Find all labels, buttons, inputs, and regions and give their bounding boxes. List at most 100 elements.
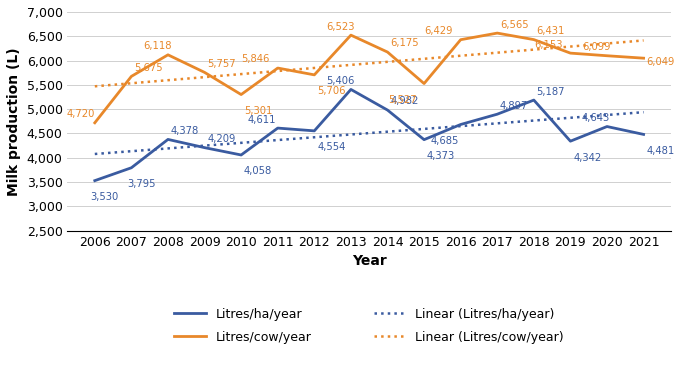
Text: 6,099: 6,099 — [582, 42, 610, 52]
Line: Litres/cow/year: Litres/cow/year — [95, 33, 644, 123]
Linear (Litres/ha/year) — [457, 124, 465, 129]
Text: 4,982: 4,982 — [390, 97, 419, 106]
Linear (Litres/cow/year) — [603, 41, 611, 46]
Linear (Litres/ha/year) — [603, 113, 611, 117]
Litres/ha/year — [530, 98, 538, 102]
Linear (Litres/ha/year) — [237, 141, 245, 145]
Text: 4,611: 4,611 — [247, 115, 275, 124]
Linear (Litres/ha/year) — [640, 110, 648, 115]
Linear (Litres/ha/year) — [493, 121, 501, 126]
Litres/ha/year — [457, 122, 465, 127]
Linear (Litres/ha/year) — [127, 149, 136, 153]
Linear (Litres/cow/year) — [127, 81, 136, 86]
Linear (Litres/ha/year) — [420, 127, 428, 131]
Litres/ha/year — [164, 137, 172, 142]
Line: Linear (Litres/cow/year): Linear (Litres/cow/year) — [95, 40, 644, 86]
Text: 5,301: 5,301 — [244, 106, 273, 116]
Line: Litres/ha/year: Litres/ha/year — [95, 89, 644, 181]
Text: 6,153: 6,153 — [534, 40, 563, 49]
Linear (Litres/ha/year) — [164, 146, 172, 151]
Text: 3,795: 3,795 — [127, 179, 155, 189]
Linear (Litres/cow/year) — [237, 72, 245, 76]
Text: 4,643: 4,643 — [582, 113, 610, 123]
Litres/ha/year — [90, 178, 99, 183]
Litres/cow/year — [530, 37, 538, 42]
Litres/ha/year — [347, 87, 355, 92]
Litres/cow/year — [90, 121, 99, 125]
Linear (Litres/cow/year) — [530, 48, 538, 52]
Litres/cow/year — [164, 52, 172, 57]
Linear (Litres/cow/year) — [640, 38, 648, 43]
Litres/cow/year — [420, 81, 428, 86]
Text: 4,897: 4,897 — [500, 101, 528, 110]
Litres/cow/year — [347, 33, 355, 37]
Litres/cow/year — [640, 56, 648, 60]
Linear (Litres/cow/year) — [201, 75, 209, 80]
Linear (Litres/cow/year) — [273, 69, 282, 73]
Litres/cow/year — [127, 74, 136, 79]
Text: 4,554: 4,554 — [317, 142, 345, 152]
Linear (Litres/ha/year) — [384, 129, 392, 134]
Linear (Litres/ha/year) — [310, 135, 319, 139]
Text: 6,565: 6,565 — [500, 20, 529, 29]
Text: 5,846: 5,846 — [242, 55, 270, 64]
Litres/cow/year — [493, 31, 501, 35]
Linear (Litres/cow/year) — [347, 63, 355, 67]
Linear (Litres/cow/year) — [310, 66, 319, 70]
Text: 4,209: 4,209 — [208, 134, 236, 144]
Linear (Litres/cow/year) — [493, 51, 501, 55]
Text: 4,378: 4,378 — [171, 126, 199, 136]
Linear (Litres/ha/year) — [273, 138, 282, 142]
Legend: Litres/ha/year, Litres/cow/year, Linear (Litres/ha/year), Linear (Litres/cow/yea: Litres/ha/year, Litres/cow/year, Linear … — [169, 303, 569, 349]
Text: 4,058: 4,058 — [244, 166, 272, 176]
Text: 5,406: 5,406 — [326, 76, 354, 86]
Litres/ha/year — [384, 108, 392, 112]
Litres/cow/year — [384, 50, 392, 54]
Litres/cow/year — [310, 73, 319, 77]
Text: 4,685: 4,685 — [430, 136, 458, 146]
Linear (Litres/cow/year) — [90, 84, 99, 89]
Text: 6,118: 6,118 — [143, 41, 171, 51]
Litres/ha/year — [310, 129, 319, 133]
Litres/ha/year — [493, 112, 501, 116]
Text: 5,757: 5,757 — [208, 59, 236, 69]
Litres/cow/year — [457, 37, 465, 42]
Text: 5,527: 5,527 — [388, 95, 416, 105]
Linear (Litres/ha/year) — [566, 115, 575, 120]
Text: 3,530: 3,530 — [90, 192, 119, 202]
Linear (Litres/ha/year) — [201, 143, 209, 148]
Litres/ha/year — [237, 153, 245, 157]
Linear (Litres/cow/year) — [566, 44, 575, 49]
Litres/ha/year — [603, 124, 611, 129]
Linear (Litres/cow/year) — [420, 57, 428, 61]
Text: 6,429: 6,429 — [425, 26, 453, 36]
Linear (Litres/ha/year) — [90, 152, 99, 156]
Text: 6,049: 6,049 — [647, 57, 675, 67]
Linear (Litres/ha/year) — [530, 118, 538, 123]
Text: 6,431: 6,431 — [536, 26, 565, 36]
Text: 5,187: 5,187 — [536, 87, 565, 97]
Litres/cow/year — [603, 54, 611, 58]
Linear (Litres/ha/year) — [347, 132, 355, 137]
Text: 4,342: 4,342 — [573, 153, 601, 162]
Text: 5,706: 5,706 — [317, 86, 346, 96]
Litres/cow/year — [566, 51, 575, 55]
Y-axis label: Milk production (L): Milk production (L) — [7, 47, 21, 196]
Text: 4,481: 4,481 — [647, 146, 675, 156]
Litres/ha/year — [640, 132, 648, 137]
Litres/cow/year — [237, 92, 245, 97]
Litres/ha/year — [127, 166, 136, 170]
Litres/cow/year — [273, 66, 282, 70]
Litres/ha/year — [566, 139, 575, 143]
Litres/cow/year — [201, 70, 209, 75]
Text: 4,373: 4,373 — [427, 151, 455, 161]
Litres/ha/year — [273, 126, 282, 130]
Text: 6,523: 6,523 — [326, 21, 354, 32]
Linear (Litres/cow/year) — [164, 78, 172, 83]
Text: 5,675: 5,675 — [134, 63, 163, 73]
Text: 6,175: 6,175 — [390, 38, 419, 49]
Litres/ha/year — [201, 146, 209, 150]
Litres/ha/year — [420, 137, 428, 142]
Line: Linear (Litres/ha/year): Linear (Litres/ha/year) — [95, 112, 644, 154]
Linear (Litres/cow/year) — [457, 54, 465, 58]
